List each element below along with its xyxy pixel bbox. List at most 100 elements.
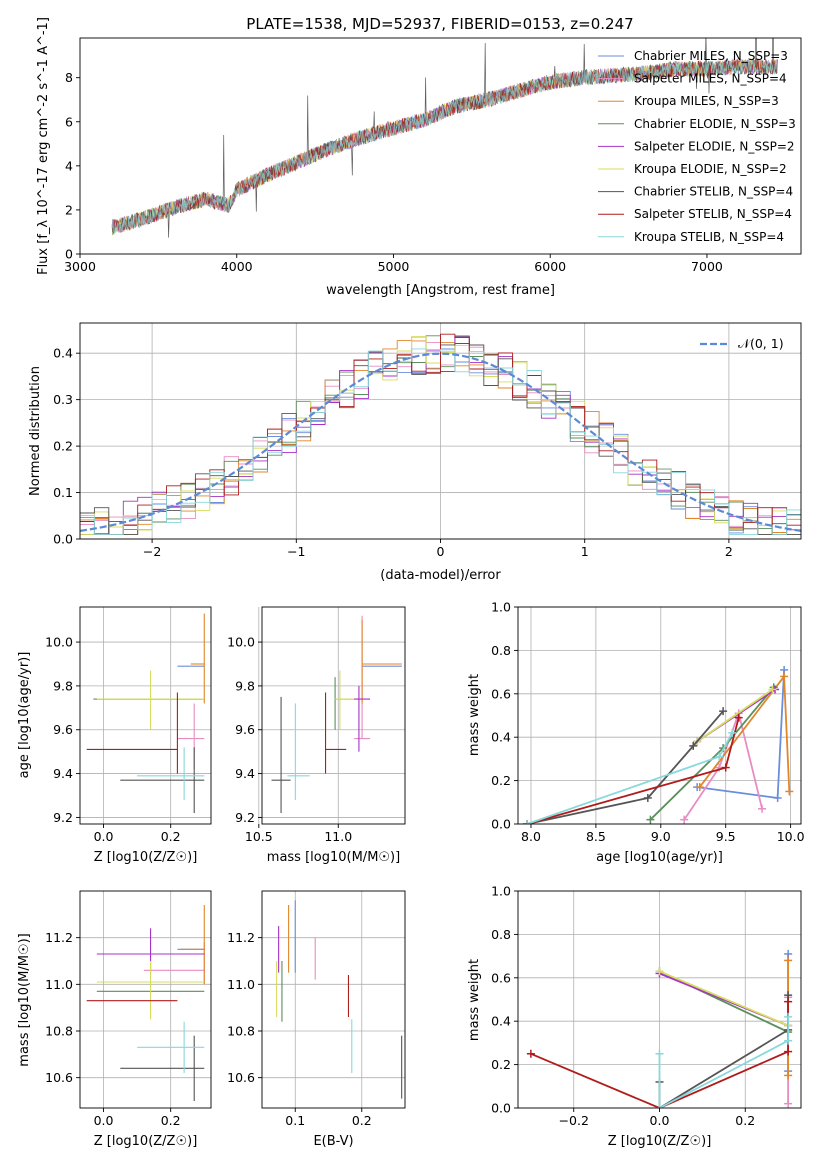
axes-frame [79,606,212,825]
y-tick-label: 10.6 [45,1070,73,1085]
y-tick-label: 0.2 [53,439,73,454]
x-axis-label: wavelength [Angstrom, rest frame] [326,283,555,298]
weight-line-kroupa_elodie [659,970,789,1027]
errorbars [271,615,402,814]
y-tick-label: 0.6 [491,970,511,985]
y-tick-label: 11.0 [227,977,255,992]
axes-frame [79,37,802,255]
y-tick-label: 1.0 [491,884,511,899]
x-tick-label: 0.2 [161,829,181,844]
y-tick-label: 0.2 [491,773,511,788]
axes-frame [79,890,212,1109]
legend-label: Chabrier ELODIE, N_SSP=3 [634,117,796,131]
ebv_mass-chart: 0.1 0.2 10.6 10.8 11.0 11.2 E(B-V) [227,890,406,1149]
x-tick-label: 4000 [221,259,253,274]
y-tick-label: 9.2 [235,810,255,825]
y-tick-label: 11.0 [45,977,73,992]
x-tick-label: 6000 [534,259,566,274]
axes-frame [261,606,406,825]
weight-line-chabrier_elodie [649,686,775,821]
x-axis-label: Z [log10(Z/Z☉)] [608,1134,712,1149]
y-tick-label: 9.6 [53,722,73,737]
spectrum-series [111,38,778,238]
y-tick-label: 9.8 [53,678,73,693]
x-tick-label: 0.0 [650,1113,670,1128]
y-tick-label: 6 [65,114,73,129]
y-tick-label: 0.0 [491,817,511,832]
x-tick-label: 0.2 [352,1113,372,1128]
x-tick-label: 10.0 [777,829,805,844]
weight-series [523,665,794,824]
y-tick-label: 0.8 [491,643,511,658]
weight-series [526,949,793,1108]
x-axis-label: E(B-V) [313,1134,353,1149]
weight-line-kroupa_elodie [696,688,773,743]
x-tick-label: −2 [143,544,161,559]
z_age-chart: 0.0 0.2 9.2 9.4 9.6 9.8 10.0 Z [log10(Z/Z☉)] age… [17,606,212,865]
z_weight-chart: −0.2 0.0 0.2 0.0 0.2 0.4 0.6 0.8 1.0 Z [log10(Z/Z… [467,884,802,1149]
x-tick-label: 0 [437,544,445,559]
y-tick-label: 0.0 [53,532,73,547]
y-tick-label: 9.8 [235,678,255,693]
errorbars [86,905,205,1101]
errorbars [276,900,403,1099]
age_weight-chart: 8.0 8.5 9.0 9.5 10.0 0.0 0.2 0.4 0.6 0.8 1.0 age [l… [467,600,805,866]
x-tick-label: 0.2 [735,1113,755,1128]
y-axis-label: Normed distribution [28,366,43,496]
x-tick-label: 10.5 [245,829,273,844]
y-tick-label: 10.6 [227,1070,255,1085]
axes-frame [517,606,802,825]
x-tick-label: 11.0 [324,829,352,844]
y-axis-label: mass [log10(M/M☉)] [17,933,32,1066]
y-tick-label: 11.2 [227,930,255,945]
x-tick-label: 0.2 [161,1113,181,1128]
x-tick-label: 0.0 [94,1113,114,1128]
x-tick-label: 0.1 [285,1113,305,1128]
legend-label: Kroupa STELIB, N_SSP=4 [634,230,784,244]
y-tick-label: 0.8 [491,927,511,942]
gauss-curve [80,352,801,532]
mass_age-chart: 10.5 11.0 9.2 9.4 9.6 9.8 10.0 mass [log10(M/M☉… [227,606,406,865]
y-tick-label: 0.1 [53,485,73,500]
weight-line-chabrier_stelib [526,710,724,824]
weight-line-kroupa_stelib [658,1016,789,1108]
y-tick-label: 0 [65,247,73,262]
weight-line-kroupa_stelib [526,732,733,824]
x-tick-label: −1 [287,544,305,559]
y-axis-label: mass weight [467,959,482,1041]
legend-label: Chabrier MILES, N_SSP=3 [634,49,788,63]
errorbars [86,613,205,814]
y-tick-label: 0.0 [491,1101,511,1116]
x-tick-label: −0.2 [559,1113,589,1128]
y-tick-label: 8 [65,70,73,85]
x-tick-label: 3000 [64,259,96,274]
y-tick-label: 0.4 [491,730,511,745]
y-tick-label: 0.4 [53,346,73,361]
y-axis-label: Flux [f_λ 10^-17 erg cm^-2 s^-1 A^-1] [36,17,51,275]
x-tick-label: 9.0 [651,829,671,844]
residual-chart: 𝒩(0, 1) −2 −1 0 1 2 0.0 0.1 0.2 0.3 0.4 (data-model… [28,322,802,583]
legend: Chabrier MILES, N_SSP=3 Salpeter MILES, N… [598,49,796,244]
y-tick-label: 0.4 [491,1014,511,1029]
legend-label: Salpeter MILES, N_SSP=4 [634,72,787,86]
y-tick-label: 10.8 [45,1024,73,1039]
y-axis-label: mass weight [467,674,482,756]
z_mass-chart: 0.0 0.2 10.6 10.8 11.0 11.2 Z [log10(Z/Z☉)] mas… [17,890,212,1149]
plot-layer: Chabrier MILES, N_SSP=3 Salpeter MILES, N… [17,17,805,1149]
weight-line-salpeter_miles [683,710,763,821]
y-tick-label: 9.6 [235,722,255,737]
y-tick-label: 4 [65,158,73,173]
figure-title: PLATE=1538, MJD=52937, FIBERID=0153, z=0… [246,15,633,33]
y-tick-label: 10.0 [227,635,255,650]
spectrum-chart: Chabrier MILES, N_SSP=3 Salpeter MILES, N… [36,17,802,298]
x-axis-label: Z [log10(Z/Z☉)] [94,850,198,865]
y-tick-label: 0.6 [491,686,511,701]
legend-label: Chabrier STELIB, N_SSP=4 [634,185,793,199]
y-tick-label: 9.4 [53,766,73,781]
y-tick-label: 10.0 [45,635,73,650]
legend-label: Salpeter STELIB, N_SSP=4 [634,207,792,221]
legend-label: Kroupa ELODIE, N_SSP=2 [634,162,787,176]
x-axis-label: age [log10(age/yr)] [596,850,723,865]
x-tick-label: 5000 [378,259,410,274]
